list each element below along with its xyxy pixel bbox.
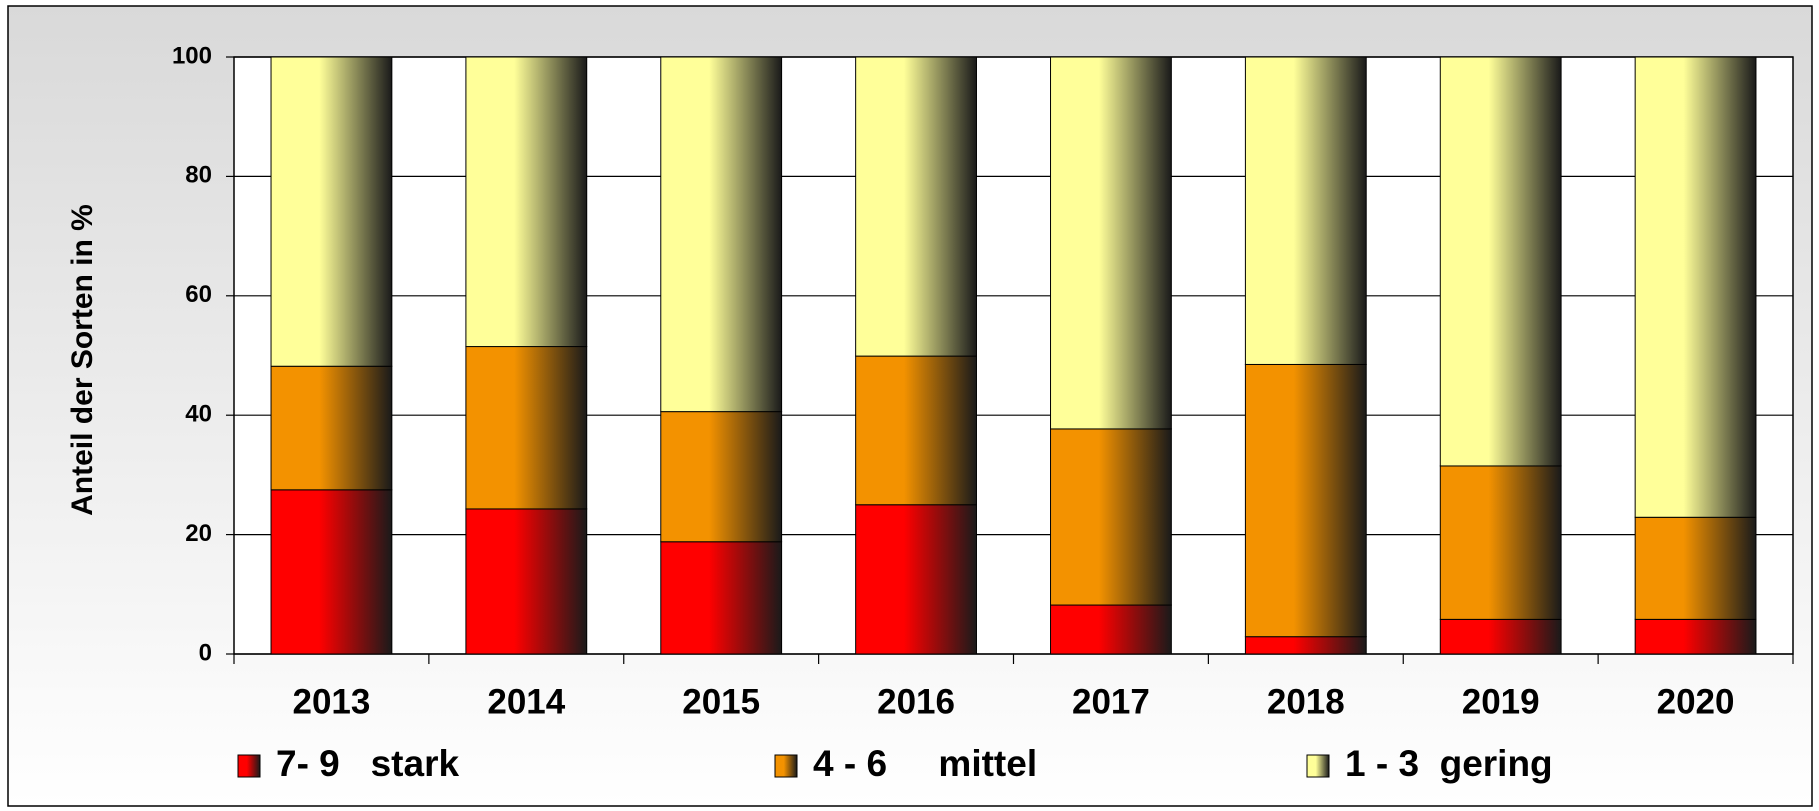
bar-segment bbox=[1439, 465, 1562, 620]
legend-label: 4 - 6 mittel bbox=[813, 743, 1037, 784]
y-tick-label: 0 bbox=[199, 639, 212, 666]
bar-segment bbox=[1050, 56, 1172, 430]
bar-segment bbox=[270, 56, 393, 367]
bar-segment bbox=[465, 56, 588, 348]
x-tick-label: 2018 bbox=[1267, 682, 1345, 721]
bar-segment bbox=[855, 56, 977, 357]
x-tick-label: 2020 bbox=[1657, 682, 1735, 721]
bar-segment bbox=[1244, 636, 1367, 655]
bar-segment bbox=[1634, 56, 1757, 518]
bar-segment bbox=[660, 411, 783, 543]
y-tick-label: 60 bbox=[185, 281, 212, 308]
bar-segment bbox=[660, 56, 783, 413]
x-tick-label: 2017 bbox=[1072, 682, 1150, 721]
bar-segment bbox=[1050, 428, 1172, 606]
bar-segment bbox=[270, 365, 393, 491]
x-tick-label: 2015 bbox=[682, 682, 760, 721]
bar-segment bbox=[660, 541, 783, 655]
y-tick-label: 100 bbox=[172, 42, 212, 69]
x-tick-label: 2019 bbox=[1462, 682, 1540, 721]
legend-swatch bbox=[1306, 754, 1330, 778]
y-axis-title: Anteil der Sorten in % bbox=[66, 204, 99, 516]
legend-swatch bbox=[237, 754, 261, 778]
bar-segment bbox=[465, 508, 588, 655]
x-tick-label: 2013 bbox=[293, 682, 371, 721]
bar-segment bbox=[1634, 618, 1757, 655]
x-tick-label: 2016 bbox=[877, 682, 955, 721]
bar-segment bbox=[1244, 363, 1367, 638]
legend-label: 7- 9 stark bbox=[276, 743, 459, 784]
bar-segment bbox=[1439, 618, 1562, 655]
y-tick-label: 40 bbox=[185, 401, 212, 428]
bar-segment bbox=[855, 504, 977, 655]
y-tick-label: 20 bbox=[185, 520, 212, 547]
bar-segment bbox=[1634, 516, 1757, 620]
bar-segment bbox=[465, 346, 588, 510]
bar-segment bbox=[1050, 604, 1172, 655]
bar-segment bbox=[1244, 56, 1367, 365]
x-tick-label: 2014 bbox=[487, 682, 565, 721]
bar-segment bbox=[1439, 56, 1562, 467]
legend-swatch bbox=[774, 754, 798, 778]
y-tick-label: 80 bbox=[185, 162, 212, 189]
legend-label: 1 - 3 gering bbox=[1345, 743, 1553, 784]
bar-segment bbox=[855, 355, 977, 506]
bar-segment bbox=[270, 489, 393, 655]
